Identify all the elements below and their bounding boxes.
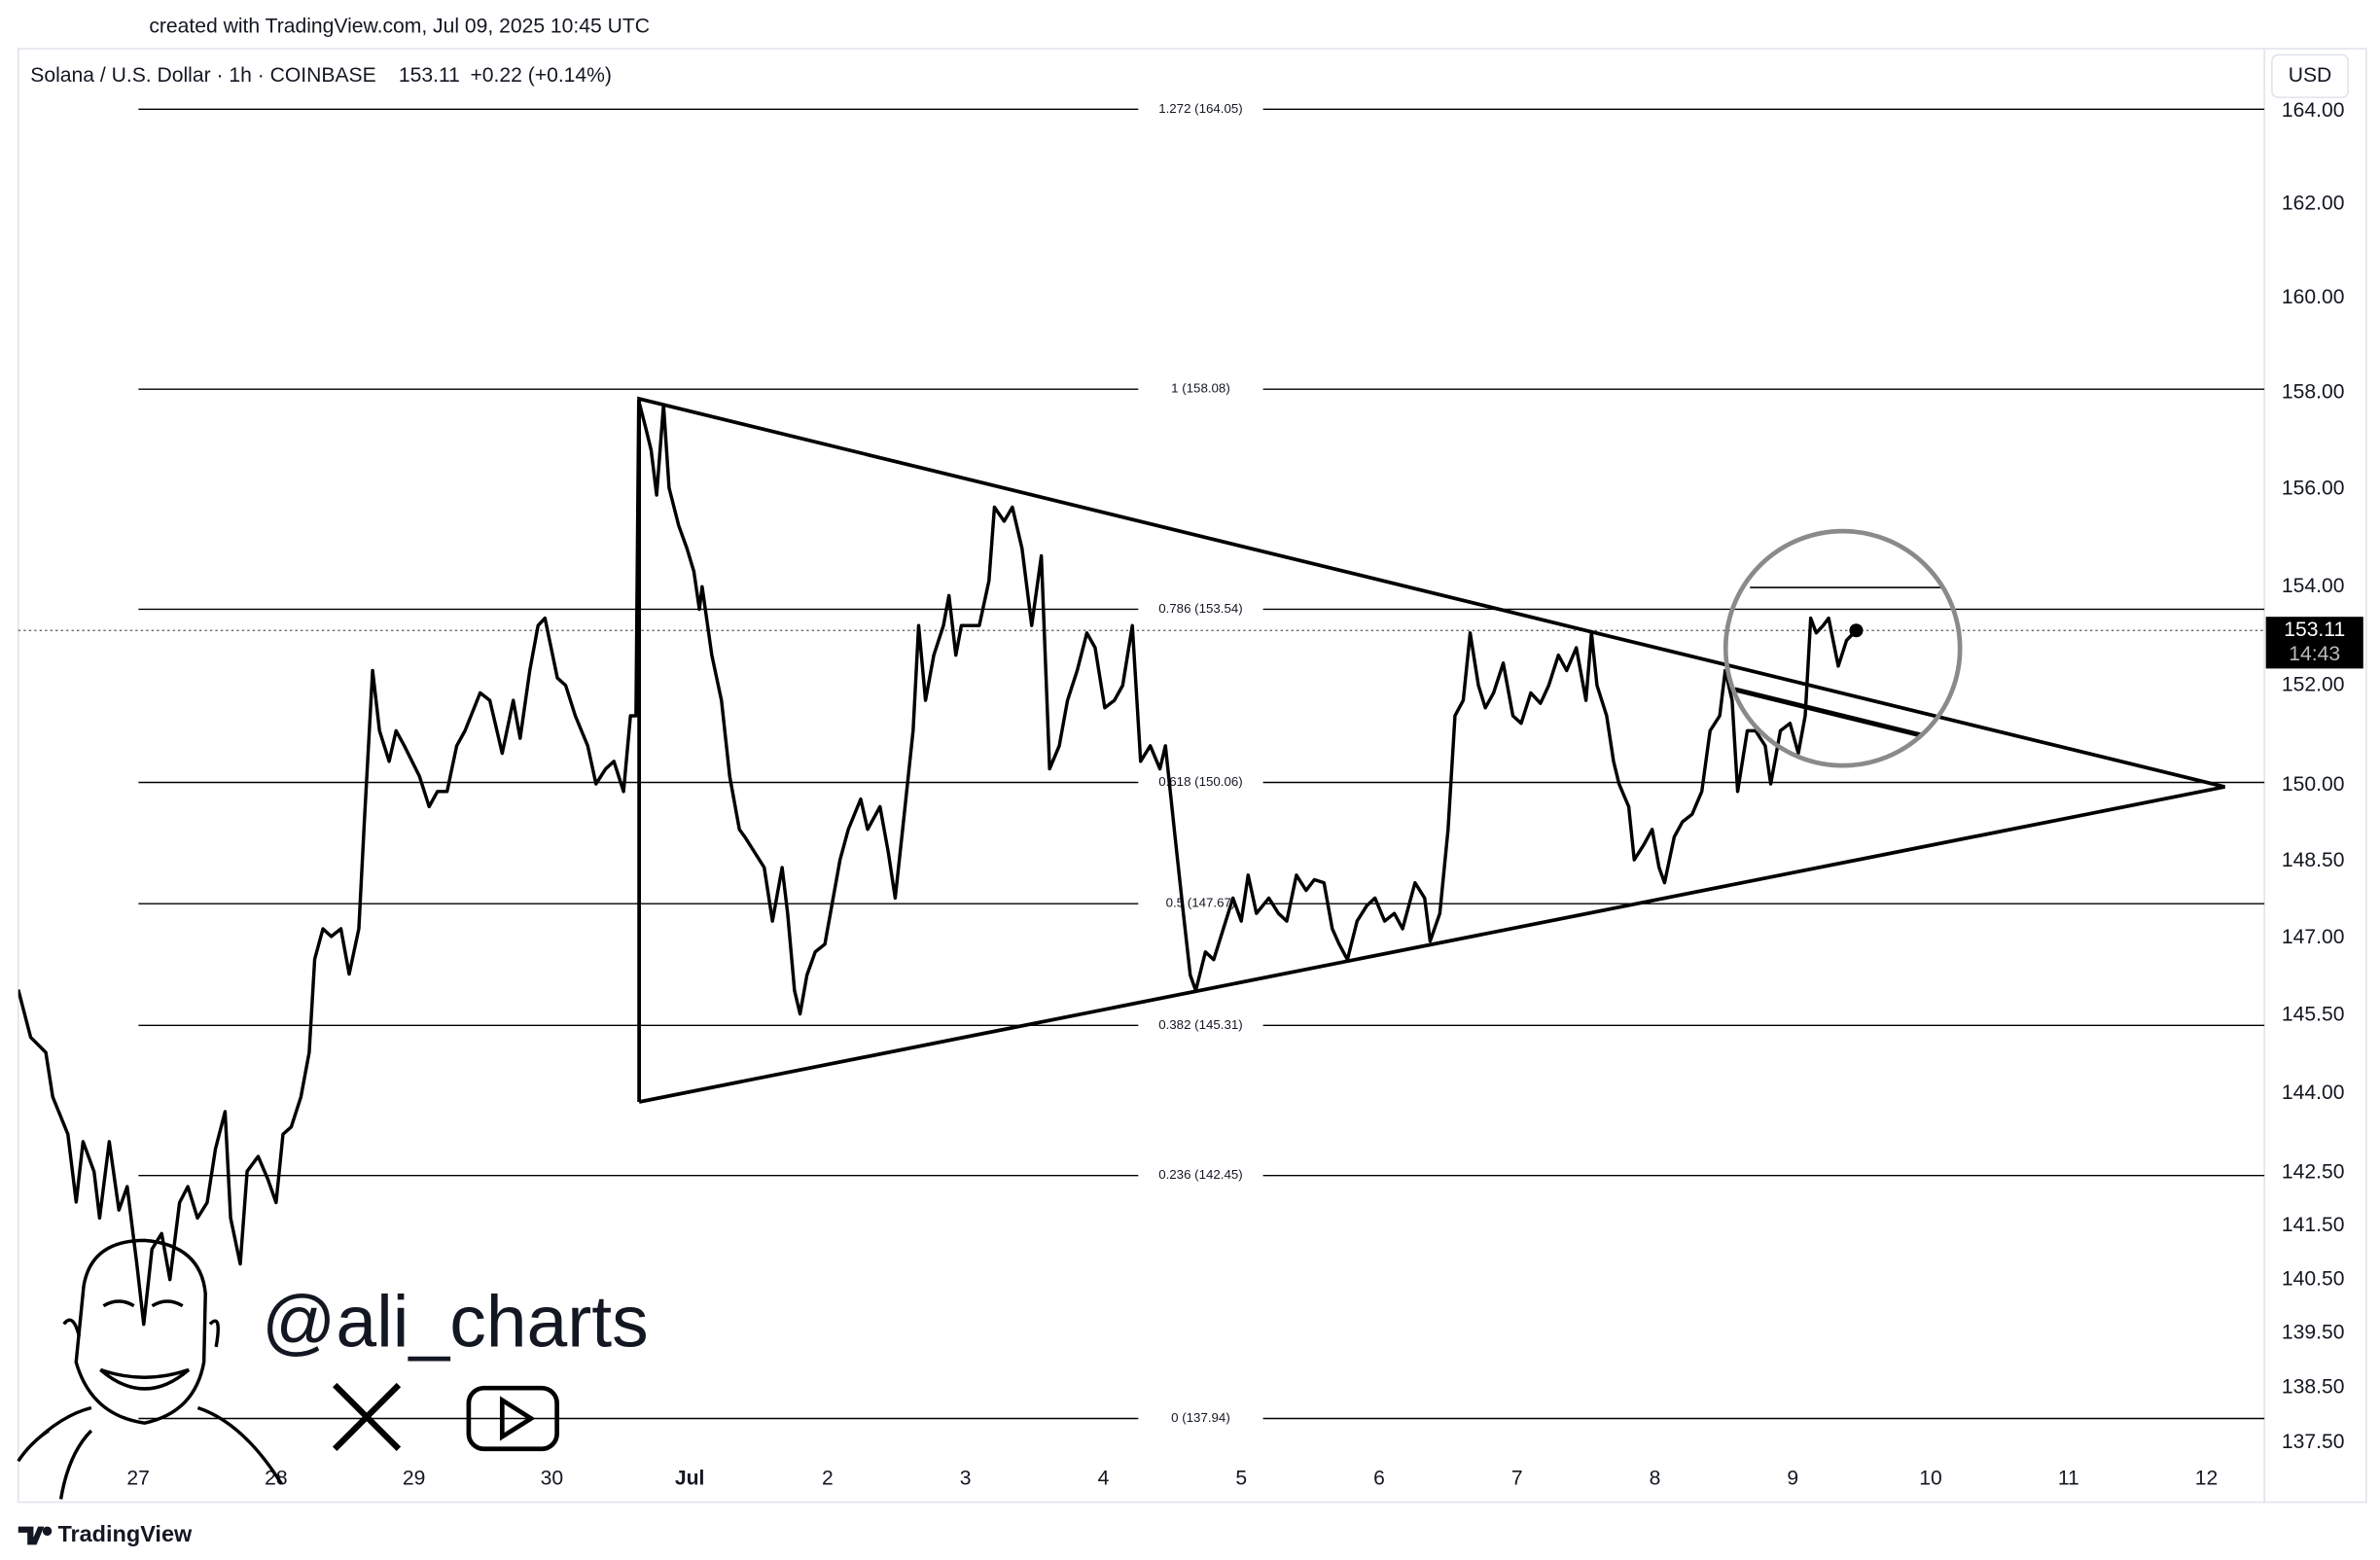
x-tick-label: 27 <box>126 1468 149 1490</box>
fib-level-label: 0.236 (142.45) <box>1158 1167 1242 1182</box>
y-tick-label: 158.00 <box>2282 381 2345 404</box>
fib-label-bg <box>1138 1015 1263 1035</box>
fib-label-bg <box>1138 1409 1263 1428</box>
y-tick-label: 142.50 <box>2282 1161 2345 1184</box>
fib-level-label: 0 (137.94) <box>1171 1410 1230 1425</box>
x-tick-label: 6 <box>1373 1468 1385 1490</box>
quote: 153.11 <box>399 64 460 87</box>
last-point <box>1849 623 1864 638</box>
y-tick-label: 154.00 <box>2282 575 2345 597</box>
y-tick-label: 140.50 <box>2282 1267 2345 1290</box>
tradingview-logo <box>18 1526 53 1545</box>
y-tick-label: 145.50 <box>2282 1004 2345 1026</box>
y-tick-label: 148.50 <box>2282 849 2345 871</box>
y-tick-label: 137.50 <box>2282 1431 2345 1453</box>
fib-level-label: 1 (158.08) <box>1171 381 1230 396</box>
y-tick-label: 141.50 <box>2282 1214 2345 1236</box>
y-tick-label: 152.00 <box>2282 673 2345 695</box>
x-tick-label: Jul <box>675 1468 704 1490</box>
last-price-label: 153.11 <box>2284 619 2345 641</box>
x-tick-label: 5 <box>1235 1468 1247 1490</box>
x-tick-label: 2 <box>822 1468 834 1490</box>
change: +0.22 (+0.14%) <box>470 64 612 87</box>
chart-frame <box>17 48 2367 1504</box>
x-tick-label: 4 <box>1098 1468 1110 1490</box>
triangle-pattern <box>637 396 2225 1104</box>
y-tick-label: 139.50 <box>2282 1322 2345 1344</box>
y-tick-label: 162.00 <box>2282 193 2345 215</box>
currency-button[interactable] <box>2271 53 2349 98</box>
y-tick-label: 150.00 <box>2282 773 2345 796</box>
x-tick-label: 10 <box>1919 1468 1941 1490</box>
youtube-icon[interactable] <box>466 1385 559 1452</box>
x-tick-label: 29 <box>403 1468 425 1490</box>
x-tick-label: 12 <box>2195 1468 2218 1490</box>
layer: 164.00 162.00 160.00 158.00 156.00 154.00 152.… <box>18 99 2345 1490</box>
price-line <box>18 399 1858 1327</box>
y-tick-label: 156.00 <box>2282 478 2345 500</box>
series <box>18 399 1864 1327</box>
fib-level-label: 0.786 (153.54) <box>1158 601 1242 616</box>
y-tick-label: 147.00 <box>2282 926 2345 948</box>
symbol-title: Solana / U.S. Dollar · 1h · COINBASE <box>30 64 375 87</box>
fib-label-bg <box>1138 99 1263 119</box>
tradingview-logo-text: TradingView <box>57 1521 193 1546</box>
x-tick-label: 9 <box>1787 1468 1798 1490</box>
x-tick-label: 8 <box>1650 1468 1661 1490</box>
y-tick-label: 138.50 <box>2282 1376 2345 1399</box>
fib-level-label: 0.5 (147.67) <box>1166 896 1236 910</box>
x-tick-label: 3 <box>960 1468 972 1490</box>
fib-level-label: 1.272 (164.05) <box>1158 101 1242 116</box>
x-icon[interactable] <box>332 1382 402 1451</box>
watermark-face <box>17 1238 283 1500</box>
y-tick-label: 144.00 <box>2282 1081 2345 1104</box>
fib-level-label: 0.618 (150.06) <box>1158 774 1242 789</box>
watermark: @ali_charts <box>262 1280 649 1362</box>
last-price-badge <box>2265 617 2363 669</box>
y-tick-label: 160.00 <box>2282 286 2345 308</box>
x-tick-label: 30 <box>541 1468 563 1490</box>
currency[interactable]: USD <box>2289 64 2332 87</box>
breakout-line <box>1734 687 1922 738</box>
created-note: created with TradingView.com, Jul 09, 20… <box>149 16 650 38</box>
x-tick-label: 11 <box>2058 1468 2079 1490</box>
fib-label-bg <box>1138 600 1263 619</box>
drawings <box>637 396 2225 1104</box>
highlight-circle <box>1723 528 1963 768</box>
fib-level-label: 0.382 (145.31) <box>1158 1017 1242 1032</box>
y-tick-label: 164.00 <box>2282 99 2345 122</box>
countdown: 14:43 <box>2289 643 2340 665</box>
fib-label-bg <box>1138 379 1263 399</box>
x-tick-label: 7 <box>1511 1468 1523 1490</box>
fib-label-bg <box>1138 1166 1263 1186</box>
